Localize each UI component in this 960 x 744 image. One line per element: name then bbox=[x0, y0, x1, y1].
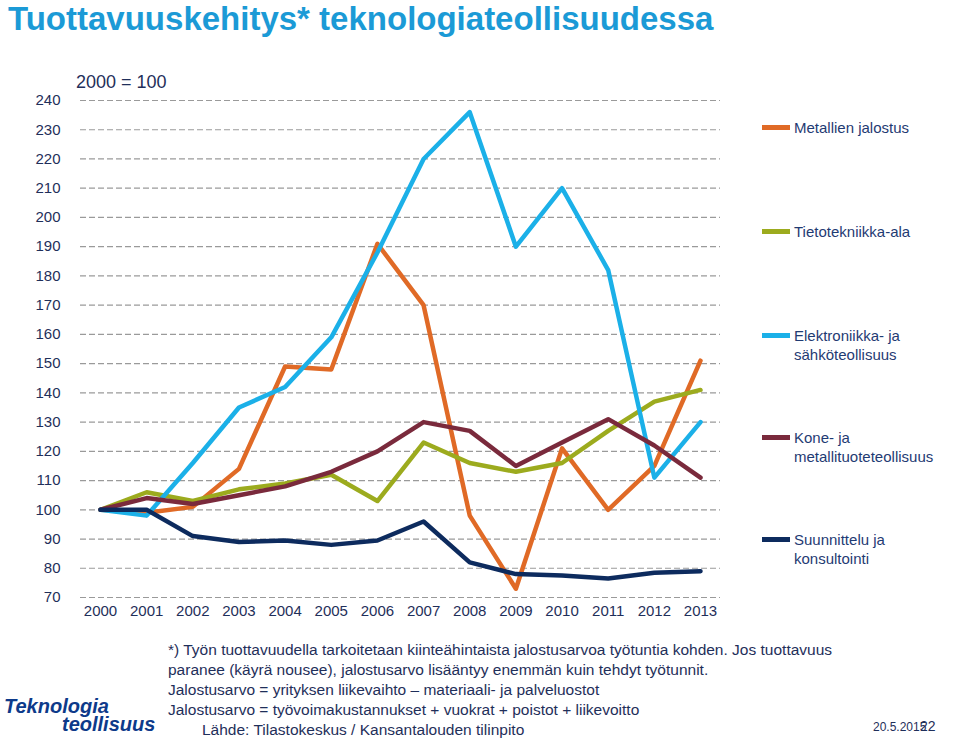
svg-text:130: 130 bbox=[35, 413, 60, 430]
svg-text:2005: 2005 bbox=[315, 602, 348, 619]
html-text:Jalostusarvo = yrityksen liike: Jalostusarvo = yrityksen liikevaihto – m… bbox=[168, 681, 600, 698]
html-text:Metallien jalostus: Metallien jalostus bbox=[794, 119, 910, 136]
svg-text:2000: 2000 bbox=[84, 602, 117, 619]
html-text:Jalostusarvo = työvoimakustann: Jalostusarvo = työvoimakustannukset + vu… bbox=[168, 701, 640, 718]
svg-text:100: 100 bbox=[35, 501, 60, 518]
html-text:Elektroniikka- ja sähköteollis: Elektroniikka- ja sähköteollisuus bbox=[794, 327, 900, 363]
html-text:Tietotekniikka-ala: Tietotekniikka-ala bbox=[794, 223, 911, 240]
svg-text:200: 200 bbox=[35, 208, 60, 225]
html-text:Tuottavuuskehitys* teknologiat: Tuottavuuskehitys* teknologiateollisuude… bbox=[8, 0, 714, 37]
html-text:teollisuus: teollisuus bbox=[62, 713, 156, 735]
svg-text:2011: 2011 bbox=[592, 602, 624, 619]
svg-text:2007: 2007 bbox=[407, 602, 440, 619]
svg-text:210: 210 bbox=[35, 179, 60, 196]
svg-text:240: 240 bbox=[35, 91, 60, 108]
svg-text:2010: 2010 bbox=[545, 602, 578, 619]
svg-text:2003: 2003 bbox=[222, 602, 255, 619]
svg-text:2013: 2013 bbox=[684, 602, 717, 619]
html-text:Teknologia: Teknologia bbox=[4, 695, 109, 717]
svg-text:80: 80 bbox=[44, 559, 61, 576]
svg-text:220: 220 bbox=[35, 150, 60, 167]
svg-text:230: 230 bbox=[35, 121, 60, 138]
svg-text:2002: 2002 bbox=[176, 602, 209, 619]
svg-text:180: 180 bbox=[35, 267, 60, 284]
svg-text:2001: 2001 bbox=[130, 602, 163, 619]
svg-text:2012: 2012 bbox=[638, 602, 671, 619]
svg-text:90: 90 bbox=[44, 530, 61, 547]
svg-text:2006: 2006 bbox=[361, 602, 394, 619]
html-text:20.5.2015: 20.5.2015 bbox=[873, 720, 927, 734]
html-text:22: 22 bbox=[920, 718, 936, 734]
html-text:Lähde: Tilastokeskus / Kansant: Lähde: Tilastokeskus / Kansantalouden ti… bbox=[202, 721, 525, 738]
svg-text:190: 190 bbox=[35, 237, 60, 254]
svg-text:170: 170 bbox=[35, 296, 60, 313]
svg-text:2008: 2008 bbox=[453, 602, 486, 619]
svg-text:70: 70 bbox=[44, 588, 61, 605]
svg-text:160: 160 bbox=[35, 325, 60, 342]
html-text:*) Työn tuottavuudella tarkoit: *) Työn tuottavuudella tarkoitetaan kiin… bbox=[168, 641, 833, 658]
svg-text:110: 110 bbox=[37, 471, 61, 488]
html-text:Suunnittelu ja konsultointi: Suunnittelu ja konsultointi bbox=[794, 531, 885, 567]
html-text:paranee (käyrä nousee), jalost: paranee (käyrä nousee), jalostusarvo lis… bbox=[168, 661, 709, 678]
svg-text:120: 120 bbox=[35, 442, 60, 459]
svg-text:2009: 2009 bbox=[499, 602, 532, 619]
svg-text:140: 140 bbox=[35, 384, 60, 401]
html-text:Kone- ja metallituoteteollisuu: Kone- ja metallituoteteollisuus bbox=[794, 429, 934, 465]
html-text:2000 = 100: 2000 = 100 bbox=[76, 72, 167, 92]
svg-text:2004: 2004 bbox=[268, 602, 301, 619]
svg-text:150: 150 bbox=[35, 354, 60, 371]
